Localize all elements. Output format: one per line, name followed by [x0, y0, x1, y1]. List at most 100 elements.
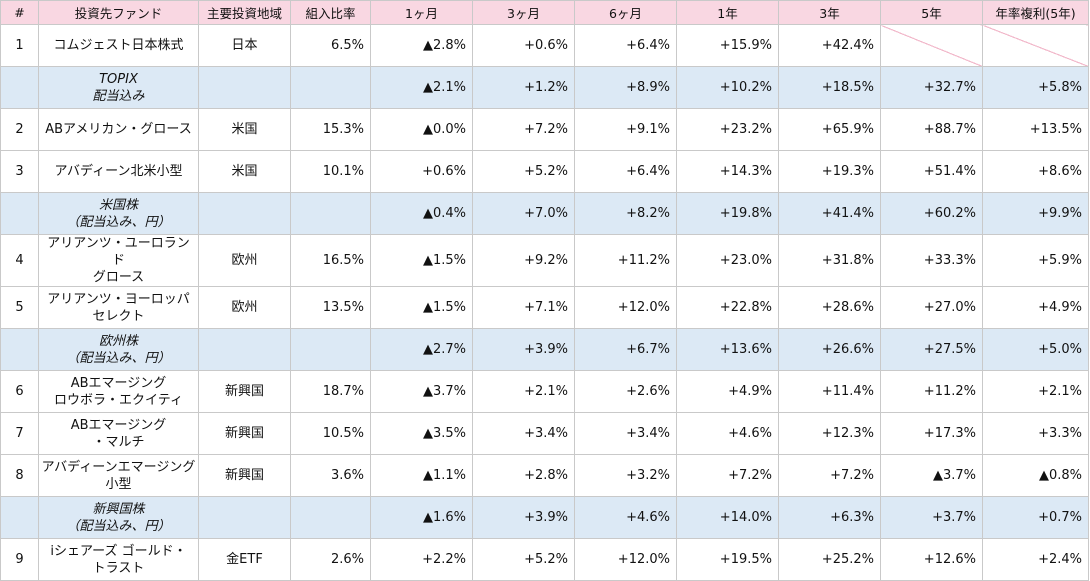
return-1y: +22.8% — [676, 286, 779, 329]
return-3y: +6.3% — [778, 496, 881, 539]
name-line: グロース — [92, 270, 145, 285]
return-3y: +26.6% — [778, 328, 881, 371]
return-6m: +12.0% — [574, 538, 677, 581]
return-5y: +27.5% — [880, 328, 983, 371]
return-5y: +51.4% — [880, 150, 983, 193]
return-5y: +32.7% — [880, 66, 983, 109]
return-3m: +7.2% — [472, 108, 575, 151]
name-line: iシェアーズ ゴールド・ — [50, 543, 187, 559]
investment-region: 米国 — [198, 108, 291, 151]
name-line: アバディーンエマージング — [41, 459, 196, 475]
name-line: コムジェスト日本株式 — [53, 38, 184, 53]
return-cagr-5y: +2.1% — [982, 370, 1089, 413]
return-3y: +7.2% — [778, 454, 881, 497]
return-5y: +12.6% — [880, 538, 983, 581]
return-3m: +1.2% — [472, 66, 575, 109]
return-6m: +3.2% — [574, 454, 677, 497]
table-row: 7 ABエマージング ・マルチ 新興国 10.5% ▲3.5% +3.4% +3.4% +4.6… — [0, 412, 1089, 455]
name-line: （配当込み、円） — [66, 214, 171, 230]
return-3y: +42.4% — [778, 24, 881, 67]
return-5y: ▲3.7% — [880, 454, 983, 497]
return-1y: +14.3% — [676, 150, 779, 193]
name-line: アバディーン北米小型 — [54, 164, 183, 179]
header-3y: 3年 — [778, 0, 881, 25]
name-line: トラスト — [92, 560, 145, 576]
return-1y: +10.2% — [676, 66, 779, 109]
name-line: 新興国株 — [92, 501, 145, 517]
return-cagr-5y: +5.8% — [982, 66, 1089, 109]
return-6m: +8.9% — [574, 66, 677, 109]
return-3y: +41.4% — [778, 192, 881, 235]
return-5y: +3.7% — [880, 496, 983, 539]
fund-name: アバディーン北米小型 — [38, 150, 199, 193]
return-cagr-5y: +8.6% — [982, 150, 1089, 193]
name-line: ・マルチ — [92, 434, 145, 450]
return-5y — [880, 24, 983, 67]
allocation-weight: 15.3% — [290, 108, 371, 151]
allocation-weight: 13.5% — [290, 286, 371, 329]
return-1y: +23.0% — [676, 234, 779, 287]
name-line: ABエマージング — [70, 417, 167, 433]
table-row: 8 アバディーンエマージング 小型 新興国 3.6% ▲1.1% +2.8% +3.2% +7.… — [0, 454, 1089, 497]
return-1m: ▲2.1% — [370, 66, 473, 109]
return-3y: +19.3% — [778, 150, 881, 193]
allocation-weight: 10.1% — [290, 150, 371, 193]
return-3m: +3.4% — [472, 412, 575, 455]
investment-region: 新興国 — [198, 454, 291, 497]
return-3y: +18.5% — [778, 66, 881, 109]
benchmark-name: 米国株 （配当込み、円） — [38, 192, 199, 235]
name-line: アリアンツ・ヨーロッパ — [47, 291, 190, 307]
allocation-weight: 10.5% — [290, 412, 371, 455]
name-line: ロウボラ・エクイティ — [54, 392, 183, 408]
return-6m: +11.2% — [574, 234, 677, 287]
return-6m: +4.6% — [574, 496, 677, 539]
name-line: 配当込み — [92, 88, 145, 104]
return-1y: +4.9% — [676, 370, 779, 413]
return-1y: +4.6% — [676, 412, 779, 455]
return-cagr-5y: +3.3% — [982, 412, 1089, 455]
return-cagr-5y: +5.9% — [982, 234, 1089, 287]
name-line: セレクト — [92, 308, 145, 324]
return-3m: +0.6% — [472, 24, 575, 67]
investment-region — [198, 192, 291, 235]
return-3m: +5.2% — [472, 538, 575, 581]
return-1m: ▲0.4% — [370, 192, 473, 235]
return-5y: +11.2% — [880, 370, 983, 413]
table-row: 5 アリアンツ・ヨーロッパ セレクト 欧州 13.5% ▲1.5% +7.1% +12.0% +… — [0, 286, 1089, 329]
investment-region: 欧州 — [198, 286, 291, 329]
row-index — [0, 328, 39, 371]
return-1m: +0.6% — [370, 150, 473, 193]
return-1y: +19.5% — [676, 538, 779, 581]
return-1y: +23.2% — [676, 108, 779, 151]
investment-region: 金ETF — [198, 538, 291, 581]
return-1m: +2.2% — [370, 538, 473, 581]
header-3m: 3ヶ月 — [472, 0, 575, 25]
header-6m: 6ヶ月 — [574, 0, 677, 25]
benchmark-row: 米国株 （配当込み、円） ▲0.4% +7.0% +8.2% +19.8% +41.4% +6… — [0, 192, 1089, 235]
allocation-weight: 18.7% — [290, 370, 371, 413]
return-3m: +2.1% — [472, 370, 575, 413]
name-line: アリアンツ・ユーロランド — [47, 236, 190, 268]
name-line: 小型 — [105, 476, 132, 492]
investment-region — [198, 496, 291, 539]
name-line: TOPIX — [99, 71, 138, 87]
header-cagr-5y: 年率複利(5年) — [982, 0, 1089, 25]
benchmark-row: 欧州株 （配当込み、円） ▲2.7% +3.9% +6.7% +13.6% +26.6% +2… — [0, 328, 1089, 371]
fund-name: ABエマージング ・マルチ — [38, 412, 199, 455]
allocation-weight: 3.6% — [290, 454, 371, 497]
allocation-weight — [290, 192, 371, 235]
return-3y: +11.4% — [778, 370, 881, 413]
return-6m: +2.6% — [574, 370, 677, 413]
row-index: 8 — [0, 454, 39, 497]
return-6m: +3.4% — [574, 412, 677, 455]
row-index: 6 — [0, 370, 39, 413]
return-1y: +19.8% — [676, 192, 779, 235]
return-3y: +28.6% — [778, 286, 881, 329]
return-3m: +3.9% — [472, 328, 575, 371]
investment-region — [198, 328, 291, 371]
return-1y: +15.9% — [676, 24, 779, 67]
investment-region: 欧州 — [198, 234, 291, 287]
return-3m: +7.1% — [472, 286, 575, 329]
return-5y: +60.2% — [880, 192, 983, 235]
row-index: 3 — [0, 150, 39, 193]
